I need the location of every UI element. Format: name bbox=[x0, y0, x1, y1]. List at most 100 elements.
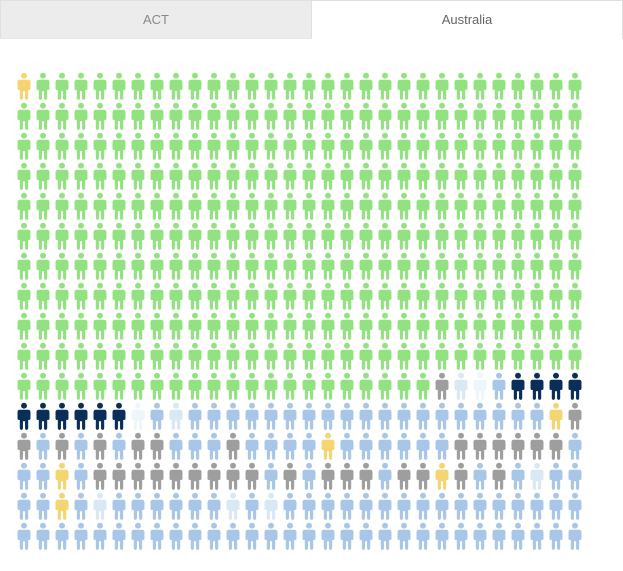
person-icon bbox=[565, 431, 584, 461]
person-icon bbox=[318, 311, 337, 341]
person-icon bbox=[451, 311, 470, 341]
person-icon bbox=[14, 251, 33, 281]
person-icon bbox=[356, 191, 375, 221]
person-icon bbox=[52, 461, 71, 491]
person-icon bbox=[318, 371, 337, 401]
person-icon bbox=[14, 191, 33, 221]
person-icon bbox=[14, 461, 33, 491]
person-icon bbox=[394, 311, 413, 341]
person-icon bbox=[204, 341, 223, 371]
person-icon bbox=[128, 341, 147, 371]
person-icon bbox=[451, 191, 470, 221]
person-icon bbox=[71, 491, 90, 521]
person-icon bbox=[356, 431, 375, 461]
person-icon bbox=[185, 221, 204, 251]
person-icon bbox=[280, 491, 299, 521]
person-icon bbox=[451, 71, 470, 101]
person-icon bbox=[508, 131, 527, 161]
person-icon bbox=[185, 281, 204, 311]
person-icon bbox=[508, 491, 527, 521]
person-icon bbox=[470, 401, 489, 431]
person-icon bbox=[299, 221, 318, 251]
person-icon bbox=[489, 491, 508, 521]
person-icon bbox=[242, 251, 261, 281]
person-icon bbox=[33, 281, 52, 311]
person-icon bbox=[470, 131, 489, 161]
person-icon bbox=[128, 161, 147, 191]
person-icon bbox=[204, 191, 223, 221]
person-icon bbox=[432, 71, 451, 101]
person-icon bbox=[356, 221, 375, 251]
person-icon bbox=[527, 461, 546, 491]
person-icon bbox=[204, 461, 223, 491]
person-icon bbox=[128, 401, 147, 431]
person-icon bbox=[90, 311, 109, 341]
person-icon bbox=[185, 521, 204, 551]
person-icon bbox=[223, 461, 242, 491]
person-icon bbox=[242, 431, 261, 461]
person-icon bbox=[166, 311, 185, 341]
person-icon bbox=[470, 251, 489, 281]
person-icon bbox=[413, 521, 432, 551]
tab-australia[interactable]: Australia bbox=[312, 0, 623, 39]
person-icon bbox=[394, 251, 413, 281]
person-icon bbox=[223, 521, 242, 551]
person-icon bbox=[71, 71, 90, 101]
person-icon bbox=[375, 431, 394, 461]
person-icon bbox=[52, 431, 71, 461]
person-icon bbox=[261, 101, 280, 131]
person-icon bbox=[299, 401, 318, 431]
person-icon bbox=[280, 221, 299, 251]
person-icon bbox=[565, 71, 584, 101]
person-icon bbox=[375, 221, 394, 251]
person-icon bbox=[71, 371, 90, 401]
person-icon bbox=[394, 371, 413, 401]
person-icon bbox=[413, 101, 432, 131]
person-icon bbox=[451, 281, 470, 311]
person-icon bbox=[223, 401, 242, 431]
person-icon bbox=[356, 281, 375, 311]
person-icon bbox=[318, 461, 337, 491]
person-icon bbox=[71, 341, 90, 371]
person-icon bbox=[451, 431, 470, 461]
person-icon bbox=[318, 191, 337, 221]
person-icon bbox=[185, 371, 204, 401]
person-icon bbox=[204, 371, 223, 401]
person-icon bbox=[451, 221, 470, 251]
person-icon bbox=[242, 101, 261, 131]
person-icon bbox=[280, 431, 299, 461]
person-icon bbox=[356, 101, 375, 131]
person-icon bbox=[109, 191, 128, 221]
person-icon bbox=[527, 341, 546, 371]
person-icon bbox=[356, 71, 375, 101]
person-icon bbox=[185, 341, 204, 371]
person-icon bbox=[128, 221, 147, 251]
person-icon bbox=[147, 101, 166, 131]
person-icon bbox=[470, 341, 489, 371]
person-icon bbox=[508, 281, 527, 311]
person-icon bbox=[166, 281, 185, 311]
person-icon bbox=[242, 371, 261, 401]
person-icon bbox=[375, 161, 394, 191]
person-icon bbox=[299, 161, 318, 191]
person-icon bbox=[33, 341, 52, 371]
person-icon bbox=[470, 71, 489, 101]
person-icon bbox=[52, 401, 71, 431]
person-icon bbox=[204, 101, 223, 131]
person-icon bbox=[413, 131, 432, 161]
person-icon bbox=[185, 191, 204, 221]
person-icon bbox=[470, 221, 489, 251]
person-icon bbox=[147, 461, 166, 491]
person-icon bbox=[33, 131, 52, 161]
person-icon bbox=[223, 281, 242, 311]
person-icon bbox=[71, 281, 90, 311]
person-icon bbox=[546, 191, 565, 221]
person-icon bbox=[413, 431, 432, 461]
person-icon bbox=[432, 491, 451, 521]
person-icon bbox=[394, 191, 413, 221]
person-icon bbox=[318, 281, 337, 311]
person-icon bbox=[356, 311, 375, 341]
person-icon bbox=[318, 341, 337, 371]
person-icon bbox=[52, 221, 71, 251]
tab-act[interactable]: ACT bbox=[0, 0, 312, 38]
